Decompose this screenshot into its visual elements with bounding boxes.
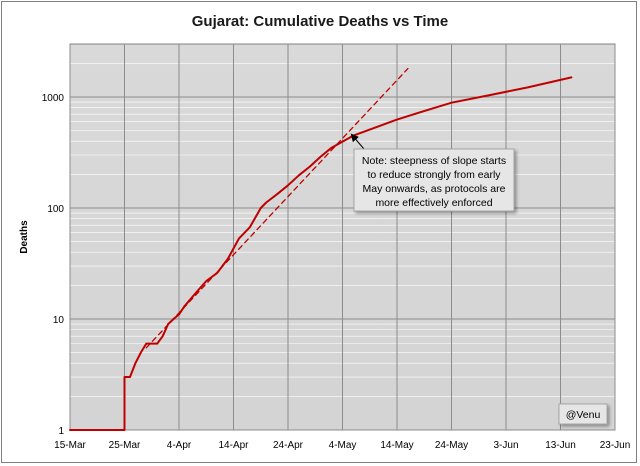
x-tick-label: 13-Jun <box>545 440 576 451</box>
major-gridlines <box>69 44 616 431</box>
x-tick-label: 4-May <box>329 440 357 451</box>
chart-title: Gujarat: Cumulative Deaths vs Time <box>192 13 448 30</box>
x-tick-label: 14-May <box>380 440 413 451</box>
x-tick-label: 15-Mar <box>54 440 86 451</box>
x-tick-label: 23-Jun <box>600 440 631 451</box>
x-tick-label: 24-May <box>435 440 468 451</box>
series-layer <box>69 67 573 431</box>
x-tick-label: 14-Apr <box>218 440 249 451</box>
annotation-note: Note: steepness of slope starts to reduc… <box>350 133 515 212</box>
y-tick-label: 10 <box>53 315 65 326</box>
x-tick-label: 3-Jun <box>493 440 518 451</box>
credit-box-bg <box>558 403 608 425</box>
deaths-series-line <box>69 76 573 431</box>
annotation-line-2: to reduce strongly from early <box>367 169 501 181</box>
credit-label: @Venu <box>566 409 601 421</box>
x-tick-label: 25-Mar <box>109 440 141 451</box>
y-tick-label: 1000 <box>42 93 65 104</box>
annotation-line-1: Note: steepness of slope starts <box>362 155 506 167</box>
credit-box: @Venu <box>558 403 608 425</box>
y-axis-tick-labels: 1 10 100 1000 <box>42 93 65 437</box>
annotation-line-4: more effectively enforced <box>375 197 492 209</box>
x-tick-label: 4-Apr <box>167 440 192 451</box>
x-axis-tick-labels: 15-Mar 25-Mar 4-Apr 14-Apr 24-Apr 4-May 14-May… <box>54 440 630 451</box>
x-tick-label: 24-Apr <box>273 440 304 451</box>
annotation-line-3: May onwards, as protocols are <box>363 183 506 195</box>
annotation-box <box>353 148 515 212</box>
y-tick-label: 100 <box>47 204 64 215</box>
trend-line-dashed <box>145 67 409 349</box>
y-axis-label: Deaths <box>19 220 30 254</box>
y-tick-label: 1 <box>58 426 64 437</box>
